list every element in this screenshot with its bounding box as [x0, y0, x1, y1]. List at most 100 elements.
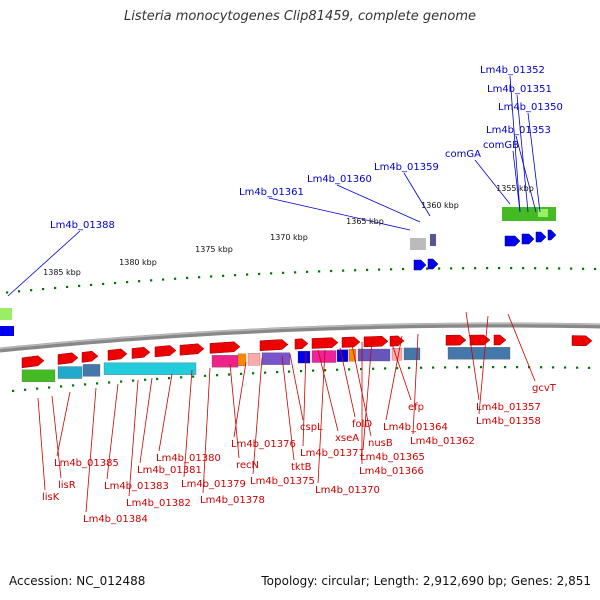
reverse-gene-label: Lm4b_01370	[315, 485, 380, 496]
reverse-gene-label: gcvT	[532, 383, 557, 394]
leader-line	[7, 230, 81, 297]
outer-ring-dot	[210, 275, 213, 278]
outer-ring-dot	[282, 271, 285, 274]
forward-gene-label: comGB	[483, 140, 519, 151]
outer-ring-dot	[222, 274, 225, 277]
outer-ring-dot	[522, 267, 525, 270]
reverse-gene-arrow	[154, 345, 177, 358]
leader-line	[268, 197, 411, 231]
outer-ring-dot	[126, 280, 129, 284]
outer-ring-dot	[570, 267, 573, 270]
leader-line	[515, 135, 537, 213]
reverse-gene-label: tktB	[291, 462, 312, 473]
outer-ring-dot	[30, 289, 33, 292]
outer-ring-dot	[318, 270, 321, 273]
cog-category-block	[403, 347, 421, 361]
leader-line	[51, 395, 62, 479]
leader-line	[37, 397, 46, 491]
reverse-gene-arrow	[209, 341, 241, 354]
gene-labels: Lm4b_01352 Lm4b_01351 Lm4b_01350 Lm4b_01353…	[42, 65, 563, 525]
inner-ring-dot	[132, 379, 135, 382]
reverse-gene-label: Lm4b_01375	[250, 476, 315, 487]
leader-line	[509, 75, 521, 213]
outer-ring-dot	[390, 268, 393, 271]
scale-tick-label: 1385 kbp	[43, 268, 81, 277]
inner-ring-dot	[324, 369, 327, 372]
reverse-gene-label: Lm4b_01364	[383, 422, 448, 433]
inner-ring-dot	[96, 382, 99, 385]
reverse-gene-arrow	[179, 343, 205, 356]
forward-gene-label: Lm4b_01352	[480, 65, 545, 76]
cog-category-block	[82, 364, 101, 377]
inner-ring-dot	[60, 385, 63, 388]
outer-ring-dot	[342, 269, 345, 272]
inner-ring-dot	[300, 370, 303, 373]
inner-ring-dot	[504, 366, 507, 369]
outer-ring-dot	[114, 281, 117, 285]
cog-category-block	[538, 209, 548, 217]
genome-backbone-highlight	[0, 322, 600, 350]
outer-ring-dot	[438, 267, 441, 270]
outer-ring-dot	[426, 267, 429, 270]
cog-category-block	[0, 308, 12, 320]
leader-line	[507, 313, 536, 382]
outer-ring-dot	[510, 267, 513, 270]
reverse-gene-arrow	[81, 350, 99, 363]
map-decorations	[0, 207, 600, 393]
outer-ring-dot	[258, 272, 261, 276]
reverse-gene-arrow	[363, 336, 389, 348]
inner-ring-dot	[408, 366, 411, 370]
outer-ring-dot	[402, 267, 405, 271]
genome-backbone	[0, 322, 600, 353]
cog-category-block	[57, 366, 83, 379]
leader-line	[229, 363, 240, 459]
inner-ring-dot	[24, 388, 27, 391]
reverse-gene-arrow	[341, 336, 361, 348]
inner-ring-dot	[564, 366, 567, 369]
reverse-gene-arrow	[311, 337, 339, 349]
cog-category-block	[247, 353, 261, 366]
reverse-gene-arrow	[571, 335, 593, 347]
inner-ring-dot	[360, 367, 363, 371]
reverse-gene-arrow	[445, 334, 467, 346]
inner-ring-dot	[204, 374, 207, 377]
reverse-gene-label: Lm4b_01365	[360, 452, 425, 463]
forward-gene-arrow	[535, 231, 547, 243]
reverse-gene-label: Lm4b_01381	[137, 465, 202, 476]
reverse-gene-label: Lm4b_01376	[231, 439, 296, 450]
outer-ring-dot	[78, 284, 81, 288]
inner-ring-dot	[180, 376, 183, 379]
cog-category-block	[336, 349, 349, 362]
inner-ring-dot	[312, 369, 315, 372]
outer-ring-dot	[66, 285, 69, 289]
outer-ring-dot	[102, 282, 105, 286]
inner-ring-dot	[228, 373, 231, 376]
leader-line	[158, 373, 173, 452]
forward-gene-arrow	[547, 229, 557, 241]
leader-line	[128, 379, 139, 497]
inner-ring-dot	[48, 386, 51, 389]
outer-ring-dot	[582, 267, 585, 270]
accession-text: Accession: NC_012488	[9, 574, 146, 588]
inner-ring-dot	[264, 371, 267, 374]
inner-ring-dot	[552, 366, 555, 369]
inner-ring-dot	[444, 366, 447, 369]
inner-ring-dot	[456, 366, 459, 369]
outer-ring-dot	[90, 283, 93, 287]
outer-ring-dot	[534, 267, 537, 270]
outer-ring-dot	[474, 267, 477, 270]
inner-ring-dot	[516, 366, 519, 369]
outer-ring-dot	[378, 268, 381, 271]
leader-line	[351, 344, 372, 437]
forward-gene-arrow	[427, 258, 439, 270]
forward-gene-label: Lm4b_01361	[239, 187, 304, 198]
leader-line	[389, 337, 412, 401]
reverse-gene-label: cspL	[300, 422, 323, 433]
forward-gene-label: Lm4b_01360	[307, 174, 372, 185]
leader-line	[233, 361, 247, 438]
inner-ring-dot	[480, 366, 483, 369]
reverse-gene-label: Lm4b_01371	[300, 448, 365, 459]
leader-line	[106, 383, 119, 480]
